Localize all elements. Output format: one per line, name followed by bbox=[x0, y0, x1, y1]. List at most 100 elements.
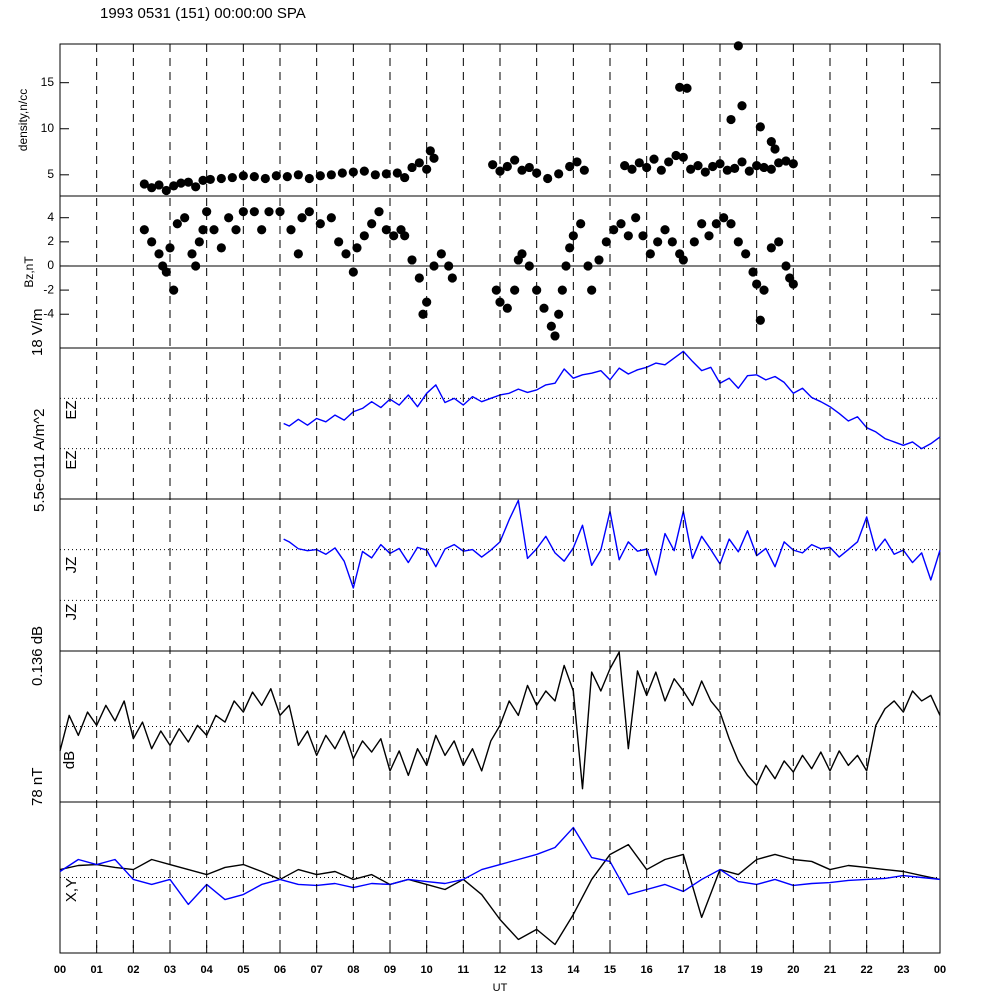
data-point bbox=[154, 249, 164, 259]
data-point bbox=[719, 213, 729, 223]
data-point bbox=[620, 161, 630, 171]
data-point bbox=[341, 249, 351, 259]
x-tick-label: 18 bbox=[714, 964, 726, 976]
data-point bbox=[524, 261, 534, 271]
x-tick-label: 14 bbox=[567, 964, 580, 976]
data-point bbox=[609, 225, 619, 235]
data-point bbox=[572, 157, 582, 167]
data-point bbox=[502, 303, 512, 313]
data-point bbox=[304, 173, 314, 184]
data-point bbox=[631, 213, 641, 223]
data-point bbox=[425, 146, 435, 156]
data-point bbox=[686, 164, 696, 174]
x-tick-label: 22 bbox=[861, 964, 873, 976]
data-point bbox=[198, 225, 208, 235]
data-point bbox=[689, 237, 699, 247]
data-point bbox=[774, 237, 784, 247]
data-point bbox=[161, 267, 171, 277]
data-point bbox=[726, 114, 736, 125]
x-tick-label: 01 bbox=[91, 964, 103, 976]
data-point bbox=[224, 213, 234, 223]
data-point bbox=[561, 261, 571, 271]
data-point bbox=[147, 237, 157, 247]
data-point bbox=[759, 285, 769, 295]
data-point bbox=[418, 309, 428, 319]
data-point bbox=[176, 178, 186, 188]
data-point bbox=[752, 161, 762, 171]
data-point bbox=[257, 225, 267, 235]
data-point bbox=[191, 182, 201, 192]
data-point bbox=[770, 144, 780, 154]
data-point bbox=[645, 249, 655, 259]
y-tick-label: 4 bbox=[47, 210, 54, 224]
y-axis-label: X,Y bbox=[63, 878, 80, 902]
data-point bbox=[381, 169, 391, 179]
data-point bbox=[550, 331, 560, 341]
data-point bbox=[216, 243, 226, 253]
x-tick-label: 23 bbox=[897, 964, 909, 976]
y-axis-label: JZ bbox=[63, 604, 80, 621]
x-tick-label: 16 bbox=[641, 964, 653, 976]
x-tick-label: 00 bbox=[934, 964, 946, 976]
data-point bbox=[352, 243, 362, 253]
data-point bbox=[656, 165, 666, 175]
data-point bbox=[682, 83, 692, 93]
y-tick-label: -4 bbox=[43, 306, 54, 320]
data-point bbox=[627, 164, 637, 174]
data-point bbox=[539, 303, 549, 313]
x-tick-label: 12 bbox=[494, 964, 506, 976]
data-point bbox=[755, 315, 765, 325]
data-point bbox=[587, 285, 597, 295]
data-point bbox=[334, 237, 344, 247]
data-point bbox=[730, 163, 740, 173]
data-point bbox=[700, 167, 710, 177]
data-point bbox=[326, 213, 336, 223]
data-point bbox=[737, 157, 747, 167]
data-point bbox=[400, 172, 410, 183]
data-point bbox=[216, 173, 226, 184]
data-point bbox=[781, 261, 791, 271]
data-point bbox=[565, 161, 575, 172]
data-point bbox=[623, 231, 633, 241]
x-tick-label: 13 bbox=[531, 964, 543, 976]
data-point bbox=[367, 219, 377, 229]
data-point bbox=[249, 172, 259, 182]
y-axis-label: dB bbox=[61, 751, 78, 769]
scale-label: 0.136 dB bbox=[29, 626, 46, 686]
data-point bbox=[675, 82, 685, 92]
data-point bbox=[766, 137, 776, 147]
x-tick-label: 09 bbox=[384, 964, 396, 976]
data-point bbox=[667, 237, 677, 247]
x-tick-label: 03 bbox=[164, 964, 176, 976]
data-point bbox=[315, 171, 325, 181]
data-point bbox=[583, 261, 593, 271]
data-point bbox=[565, 243, 575, 253]
x-tick-label: 07 bbox=[311, 964, 323, 976]
data-point bbox=[407, 255, 417, 265]
data-point bbox=[400, 231, 410, 241]
data-point bbox=[502, 161, 512, 172]
y-tick-label: 2 bbox=[47, 234, 54, 248]
data-point bbox=[370, 170, 380, 180]
data-point bbox=[161, 185, 171, 196]
data-point bbox=[766, 164, 776, 174]
x-tick-label: 20 bbox=[787, 964, 799, 976]
data-point bbox=[546, 321, 556, 331]
data-point bbox=[616, 219, 626, 229]
scale-label: 5.5e-011 A/m^2 bbox=[31, 409, 48, 513]
data-point bbox=[183, 177, 193, 187]
data-point bbox=[517, 165, 527, 175]
x-tick-label: 21 bbox=[824, 964, 836, 976]
data-point bbox=[781, 156, 791, 166]
data-point bbox=[172, 219, 182, 229]
data-point bbox=[286, 225, 296, 235]
data-point bbox=[429, 153, 439, 163]
data-point bbox=[741, 249, 751, 259]
data-point bbox=[407, 162, 417, 173]
data-point bbox=[315, 219, 325, 229]
x-tick-label: 15 bbox=[604, 964, 616, 976]
data-point bbox=[169, 285, 179, 295]
data-point bbox=[293, 249, 303, 259]
data-point bbox=[304, 207, 314, 217]
